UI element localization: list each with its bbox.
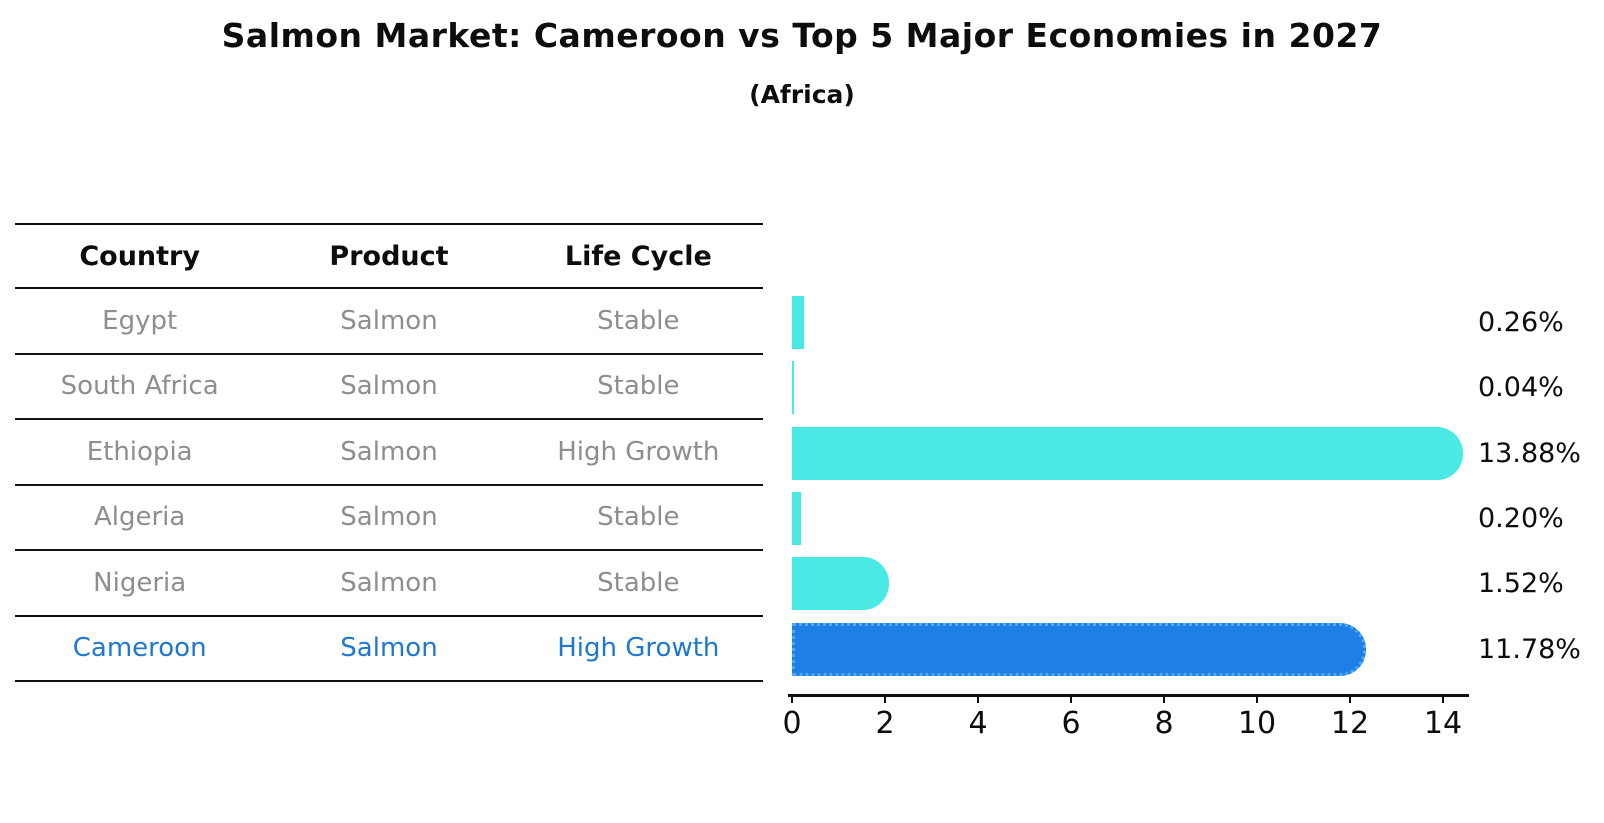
bar-cameroon — [792, 622, 1366, 676]
table-row-nigeria: Nigeria Salmon Stable — [15, 551, 763, 617]
table-cell-life-cycle: Stable — [597, 305, 680, 336]
x-tick-mark — [884, 694, 886, 703]
bar-egypt — [792, 296, 805, 350]
table-cell-product: Salmon — [340, 436, 438, 467]
x-tick-mark — [1442, 694, 1444, 703]
bar-south-africa — [792, 361, 794, 415]
table-cell-product: Salmon — [340, 502, 438, 533]
table-cell-product: Salmon — [340, 371, 438, 402]
column-header-life-cycle: Life Cycle — [564, 240, 712, 272]
table-header-row: Country Product Life Cycle — [15, 223, 763, 289]
table-row-south-africa: South Africa Salmon Stable — [15, 355, 763, 420]
value-label-algeria: 0.20% — [1478, 503, 1564, 535]
x-tick-label: 4 — [968, 706, 988, 741]
value-label-egypt: 0.26% — [1478, 307, 1564, 339]
x-tick-mark — [1256, 694, 1258, 703]
table-cell-life-cycle: Stable — [597, 502, 680, 533]
x-tick-label: 2 — [875, 706, 895, 741]
x-tick-mark — [1070, 694, 1072, 703]
column-header-product: Product — [329, 240, 449, 272]
value-label-cameroon: 11.78% — [1478, 633, 1581, 665]
table-cell-product: Salmon — [340, 567, 438, 598]
x-tick-mark — [1163, 694, 1165, 703]
table-row-cameroon: Cameroon Salmon High Growth — [15, 617, 763, 682]
table-cell-life-cycle: High Growth — [557, 436, 720, 467]
bar-ethiopia — [792, 426, 1464, 480]
bar-nigeria — [792, 557, 889, 611]
x-tick-label: 12 — [1330, 706, 1370, 741]
chart-subtitle: (Africa) — [749, 80, 855, 109]
value-label-nigeria: 1.52% — [1478, 568, 1564, 600]
x-tick-mark — [977, 694, 979, 703]
table-cell-country: Ethiopia — [86, 436, 193, 467]
table-row-ethiopia: Ethiopia Salmon High Growth — [15, 420, 763, 486]
table-cell-country: Nigeria — [93, 567, 187, 598]
chart-title: Salmon Market: Cameroon vs Top 5 Major E… — [221, 16, 1383, 55]
x-tick-label: 0 — [782, 706, 802, 741]
table-cell-product: Salmon — [340, 633, 438, 664]
x-tick-label: 10 — [1237, 706, 1277, 741]
table-cell-product: Salmon — [340, 305, 438, 336]
bar-algeria — [792, 492, 802, 546]
table-row-egypt: Egypt Salmon Stable — [15, 289, 763, 355]
table-cell-life-cycle: Stable — [597, 371, 680, 402]
table-cell-country: South Africa — [60, 371, 219, 402]
table-cell-life-cycle: High Growth — [557, 633, 720, 664]
x-tick-label: 8 — [1154, 706, 1174, 741]
x-tick-mark — [791, 694, 793, 703]
table-cell-country: Algeria — [93, 502, 186, 533]
x-tick-label: 6 — [1061, 706, 1081, 741]
table-row-algeria: Algeria Salmon Stable — [15, 486, 763, 551]
value-label-south-africa: 0.04% — [1478, 372, 1564, 404]
x-tick-mark — [1349, 694, 1351, 703]
x-tick-label: 14 — [1423, 706, 1463, 741]
value-label-ethiopia: 13.88% — [1478, 437, 1581, 469]
column-header-country: Country — [79, 240, 200, 272]
x-axis-line — [788, 694, 1469, 697]
table-cell-country: Cameroon — [72, 633, 207, 664]
table-cell-life-cycle: Stable — [597, 567, 680, 598]
market-table: Country Product Life Cycle Egypt Salmon Stabl… — [15, 223, 763, 682]
table-cell-country: Egypt — [102, 305, 178, 336]
